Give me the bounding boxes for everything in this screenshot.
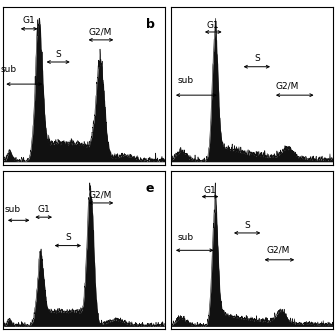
Text: G2/M: G2/M <box>88 191 112 200</box>
Text: sub: sub <box>5 205 21 214</box>
Text: S: S <box>244 220 250 229</box>
Text: sub: sub <box>178 233 194 242</box>
Text: G1: G1 <box>207 21 220 30</box>
Text: b: b <box>146 18 155 31</box>
Text: G1: G1 <box>37 205 50 214</box>
Text: G2/M: G2/M <box>88 28 112 37</box>
Text: S: S <box>254 54 260 63</box>
Text: G2/M: G2/M <box>276 81 299 90</box>
Text: S: S <box>55 50 61 58</box>
Text: G1: G1 <box>23 16 36 26</box>
Text: e: e <box>146 182 154 196</box>
Text: sub: sub <box>0 66 16 74</box>
Text: sub: sub <box>178 77 194 85</box>
Text: G1: G1 <box>204 186 216 195</box>
Text: G2/M: G2/M <box>266 246 290 255</box>
Text: S: S <box>65 233 71 242</box>
